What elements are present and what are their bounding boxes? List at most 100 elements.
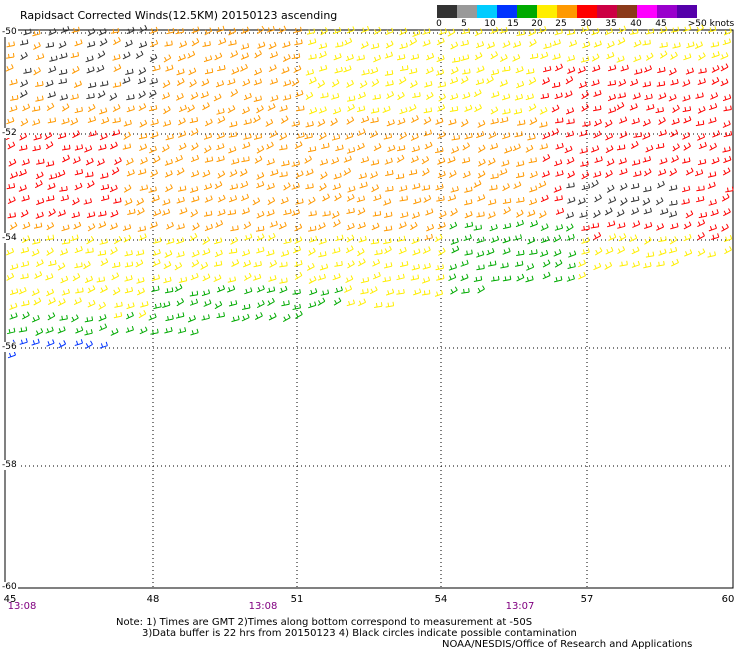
wind-barb: [629, 234, 638, 243]
wind-barb: [306, 262, 315, 271]
wind-barb: [371, 184, 380, 193]
wind-barb: [164, 287, 174, 294]
wind-barb: [619, 116, 628, 124]
wind-barb: [658, 92, 667, 100]
wind-barb: [100, 80, 109, 87]
wind-barb: [318, 237, 327, 245]
wind-barb: [177, 54, 186, 62]
wind-barb: [124, 198, 133, 206]
wind-barb: [528, 28, 537, 37]
wind-barb: [47, 297, 56, 305]
wind-barb: [267, 196, 276, 206]
wind-barb: [7, 351, 16, 359]
wind-barb: [7, 141, 16, 150]
wind-barb: [243, 272, 252, 281]
wind-barb: [580, 160, 589, 167]
wind-barb: [244, 287, 253, 295]
wind-barb: [723, 27, 732, 36]
wind-barb: [32, 29, 41, 37]
wind-barb: [100, 172, 109, 179]
wind-barb: [361, 115, 370, 124]
wind-barb: [525, 93, 534, 101]
wind-barb: [254, 50, 262, 59]
wind-barb: [447, 194, 457, 202]
wind-barb: [529, 53, 539, 60]
wind-barb: [553, 234, 562, 243]
wind-barb: [191, 26, 200, 34]
wind-barb: [177, 327, 187, 334]
wind-barb: [708, 117, 717, 124]
wind-barb: [267, 297, 275, 307]
wind-barb: [331, 210, 340, 219]
wind-barb: [202, 248, 211, 256]
wind-barb: [282, 41, 291, 48]
wind-barb: [449, 106, 459, 112]
wind-barb: [577, 259, 586, 268]
wind-barb: [19, 89, 28, 98]
time-label-1: 13:08: [7, 601, 37, 612]
wind-barb: [617, 92, 626, 99]
wind-barb: [217, 115, 226, 124]
wind-barb: [125, 68, 134, 75]
wind-barb: [516, 250, 525, 256]
wind-barb: [57, 298, 66, 307]
wind-barb: [200, 261, 209, 270]
wind-barb: [529, 185, 538, 193]
wind-barb: [512, 40, 522, 48]
wind-barb: [399, 27, 408, 36]
wind-barb: [683, 233, 692, 242]
wind-barb: [629, 103, 638, 111]
wind-barb: [346, 207, 355, 214]
wind-barb: [58, 69, 68, 75]
wind-barb: [70, 51, 80, 59]
wind-barb: [33, 42, 41, 50]
wind-barb: [149, 26, 159, 34]
wind-barb: [438, 247, 446, 256]
wind-barb: [83, 198, 92, 205]
wind-barb: [408, 67, 418, 75]
wind-barb: [357, 91, 366, 100]
wind-barb: [721, 223, 729, 232]
wind-barb: [179, 207, 188, 215]
lon-label-57: 57: [580, 594, 594, 605]
wind-barb: [279, 171, 288, 178]
wind-barb: [61, 238, 71, 245]
wind-barb: [33, 222, 43, 229]
wind-barb: [231, 158, 240, 165]
wind-barb: [292, 289, 301, 295]
wind-barb: [630, 78, 639, 87]
wind-barb: [254, 312, 263, 320]
wind-barb: [114, 301, 123, 308]
wind-barb: [241, 249, 251, 257]
wind-barb: [85, 247, 94, 254]
wind-barb: [566, 274, 575, 282]
wind-barb: [59, 52, 68, 60]
wind-barb: [347, 95, 356, 102]
wind-barb: [608, 106, 617, 114]
wind-barb: [474, 28, 483, 37]
wind-barb: [214, 301, 223, 310]
wind-barb: [581, 103, 589, 112]
wind-barb: [435, 147, 444, 154]
wind-barb: [643, 262, 652, 269]
wind-barb: [526, 263, 535, 271]
wind-barb: [566, 233, 575, 241]
wind-barb: [490, 68, 500, 76]
wind-barb: [203, 183, 213, 191]
wind-barb: [460, 259, 469, 267]
wind-barb: [593, 105, 602, 112]
wind-barb: [383, 262, 393, 269]
wind-barb: [18, 184, 27, 192]
wind-barb: [294, 260, 303, 267]
wind-barb: [451, 134, 460, 141]
wind-barb: [176, 77, 185, 86]
wind-barb: [112, 104, 121, 113]
wind-barb: [672, 143, 680, 152]
wind-barb: [551, 104, 560, 113]
wind-barb: [20, 79, 29, 88]
wind-barb: [176, 223, 185, 230]
wind-barb: [385, 40, 394, 49]
wind-barb: [669, 200, 678, 206]
wind-barb: [411, 115, 419, 124]
wind-barb: [113, 37, 121, 46]
